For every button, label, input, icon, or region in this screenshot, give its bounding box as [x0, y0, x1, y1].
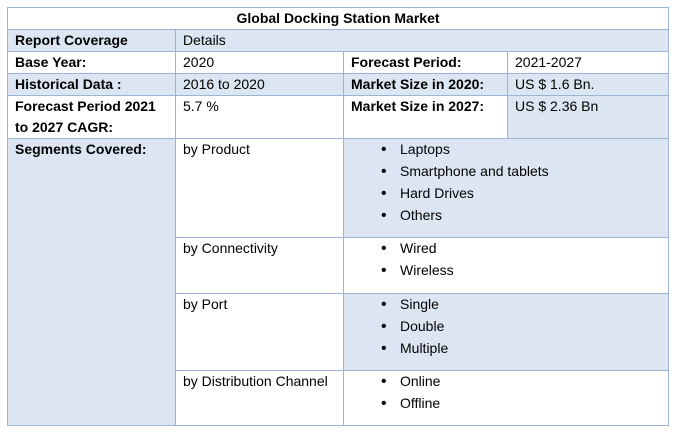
segment-name: by Distribution Channel: [175, 370, 344, 426]
list-item: Offline: [351, 393, 661, 415]
table-title-row: Global Docking Station Market: [6, 7, 670, 30]
segment-row: by Connectivity Wired Wireless: [8, 237, 670, 294]
segment-name: by Port: [175, 293, 344, 371]
segment-row: by Distribution Channel Online Offline: [8, 370, 670, 426]
base-year-label: Base Year:: [7, 51, 176, 74]
segment-item-list: Wired Wireless: [351, 238, 661, 282]
forecast-period-label: Forecast Period:: [343, 51, 508, 74]
market-size-2027-value: US $ 2.36 Bn: [506, 95, 670, 139]
header-details: Details: [174, 29, 670, 52]
segment-row: Segments Covered: by Product Laptops Sma…: [7, 138, 670, 426]
segment-items-cell: Laptops Smartphone and tablets Hard Driv…: [342, 138, 670, 238]
list-item: Wired: [351, 238, 661, 260]
table-row: Historical Data : 2016 to 2020 Market Si…: [7, 73, 670, 96]
table-row: Forecast Period 2021 to 2027 CAGR: 5.7 %…: [7, 95, 670, 139]
list-item: Others: [351, 205, 661, 227]
segment-name: by Product: [175, 138, 344, 238]
header-row: Report Coverage Details: [7, 29, 670, 52]
segment-name: by Connectivity: [175, 237, 344, 294]
historical-data-label: Historical Data :: [7, 73, 176, 96]
table-title: Global Docking Station Market: [6, 7, 670, 30]
historical-data-value: 2016 to 2020: [175, 73, 344, 96]
segment-items-cell: Wired Wireless: [342, 237, 670, 294]
segments-covered-label: Segments Covered:: [7, 138, 176, 426]
report-table: Global Docking Station Market Report Cov…: [6, 7, 670, 426]
list-item: Multiple: [351, 338, 661, 360]
cagr-value: 5.7 %: [175, 95, 344, 139]
table-row: Base Year: 2020 Forecast Period: 2021-20…: [7, 51, 670, 74]
list-item: Laptops: [351, 139, 661, 161]
list-item: Smartphone and tablets: [351, 161, 661, 183]
list-item: Hard Drives: [351, 183, 661, 205]
header-report-coverage: Report Coverage: [7, 29, 176, 52]
market-size-2027-label: Market Size in 2027:: [343, 95, 508, 139]
segment-items-cell: Single Double Multiple: [342, 293, 670, 371]
list-item: Online: [351, 371, 661, 393]
segment-item-list: Laptops Smartphone and tablets Hard Driv…: [351, 139, 661, 227]
base-year-value: 2020: [175, 51, 344, 74]
list-item: Wireless: [351, 260, 661, 282]
segment-row: by Port Single Double Multiple: [8, 293, 670, 371]
market-size-2020-value: US $ 1.6 Bn.: [506, 73, 670, 96]
list-item: Double: [351, 316, 661, 338]
segment-item-list: Single Double Multiple: [351, 294, 661, 360]
segment-item-list: Online Offline: [351, 371, 661, 415]
cagr-label: Forecast Period 2021 to 2027 CAGR:: [7, 95, 176, 139]
forecast-period-value: 2021-2027: [506, 51, 670, 74]
segment-items-cell: Online Offline: [342, 370, 670, 426]
report-table-container: Global Docking Station Market Report Cov…: [6, 7, 670, 426]
market-size-2020-label: Market Size in 2020:: [343, 73, 508, 96]
list-item: Single: [351, 294, 661, 316]
